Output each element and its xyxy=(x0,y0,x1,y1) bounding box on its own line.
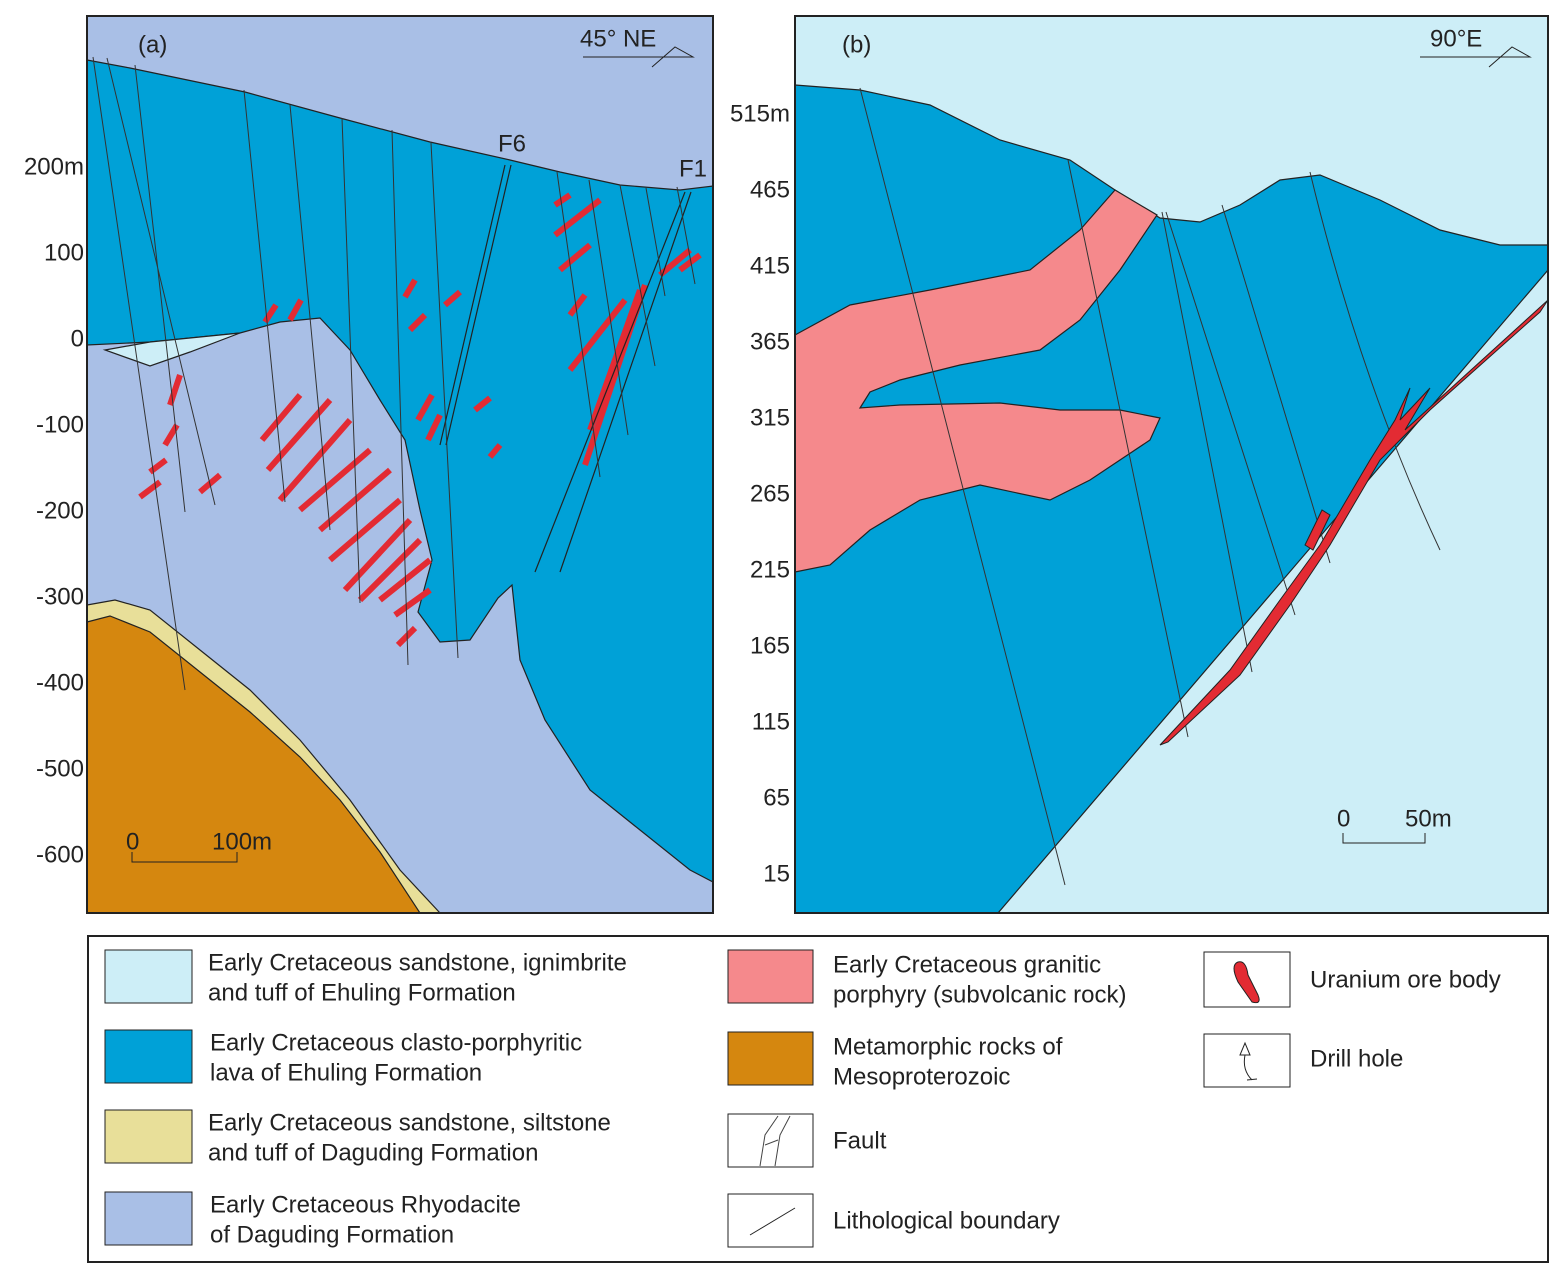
frame xyxy=(794,15,1549,914)
scale-label: 100m xyxy=(212,828,272,855)
fault-label: F6 xyxy=(498,130,526,157)
depth-label: 265 xyxy=(750,480,790,507)
depth-label: -200 xyxy=(36,497,84,524)
depth-label: 0 xyxy=(71,325,84,352)
fault-label: F1 xyxy=(679,155,707,182)
depth-label: 365 xyxy=(750,328,790,355)
depth-label: 515m xyxy=(730,100,790,127)
depth-label: 65 xyxy=(763,784,790,811)
legend-label: lava of Ehuling Formation xyxy=(210,1059,482,1086)
legend-label: Early Cretaceous granitic xyxy=(833,951,1101,978)
scale-bar xyxy=(1342,833,1426,844)
drill-holes-b xyxy=(859,87,1441,886)
depth-label: 215 xyxy=(750,556,790,583)
panel-b: (b) 90°E 0 50m xyxy=(794,15,1549,914)
depth-label: 165 xyxy=(750,632,790,659)
legend-label: and tuff of Daguding Formation xyxy=(208,1139,538,1166)
scale-label: 50m xyxy=(1405,805,1452,832)
ore-streaks xyxy=(138,192,702,648)
legend-label: Metamorphic rocks of xyxy=(833,1033,1063,1060)
depth-label: 315 xyxy=(750,404,790,431)
legend-label: Fault xyxy=(833,1127,887,1154)
legend-label: Early Cretaceous Rhyodacite xyxy=(210,1191,521,1218)
lava xyxy=(86,59,714,883)
scale-bar xyxy=(131,852,238,863)
porphyry xyxy=(794,189,1161,573)
scale-label: 0 xyxy=(1337,805,1350,832)
legend-label: Early Cretaceous sandstone, ignimbrite xyxy=(208,949,627,976)
ore-body xyxy=(1159,299,1549,746)
legend-label: and tuff of Ehuling Formation xyxy=(208,979,516,1006)
depth-label: 115 xyxy=(752,708,790,735)
depth-label: 200m xyxy=(24,153,84,180)
faults xyxy=(439,164,692,573)
sandstone-lens xyxy=(102,332,241,367)
panel-label: (b) xyxy=(842,31,871,58)
legend-label: Mesoproterozoic xyxy=(833,1063,1010,1090)
direction: 45° NE xyxy=(580,25,656,52)
legend-label: Early Cretaceous sandstone, siltstone xyxy=(208,1109,611,1136)
scale-label: 0 xyxy=(126,828,139,855)
depth-label: -100 xyxy=(36,411,84,438)
legend-label: Uranium ore body xyxy=(1310,966,1501,993)
panel-label: (a) xyxy=(138,31,167,58)
depth-label: -500 xyxy=(36,755,84,782)
direction-arrow xyxy=(1420,46,1532,68)
legend-label: Drill hole xyxy=(1310,1045,1403,1072)
legend-label: Lithological boundary xyxy=(833,1207,1060,1234)
depth-label: -600 xyxy=(36,841,84,868)
ore-body xyxy=(1304,509,1331,551)
legend-label: Early Cretaceous clasto-porphyritic xyxy=(210,1029,582,1056)
panel-a: (a) 45° NE F6 F1 0 100m xyxy=(86,15,714,914)
depth-label: 415 xyxy=(750,252,790,279)
depth-label: 100 xyxy=(44,239,84,266)
depth-label: 15 xyxy=(763,860,790,887)
depth-label: -300 xyxy=(36,583,84,610)
depth-label: -400 xyxy=(36,669,84,696)
direction: 90°E xyxy=(1430,25,1482,52)
depth-label: 465 xyxy=(750,176,790,203)
legend xyxy=(87,935,1549,1263)
legend-label: of Daguding Formation xyxy=(210,1221,454,1248)
drill-holes-a xyxy=(92,56,696,691)
frame xyxy=(86,15,714,914)
direction-arrow xyxy=(583,46,695,68)
legend-label: porphyry (subvolcanic rock) xyxy=(833,981,1126,1008)
